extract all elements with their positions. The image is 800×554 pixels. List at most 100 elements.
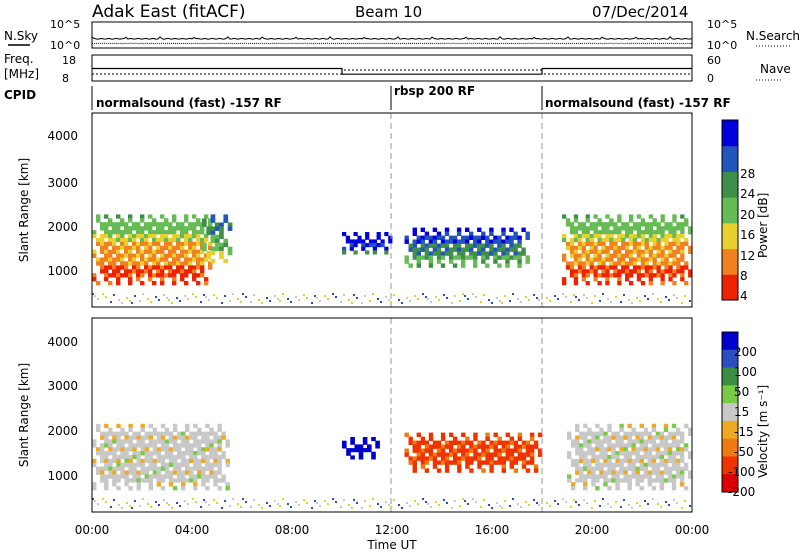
heatmap-cell — [156, 478, 162, 483]
heatmap-cell — [204, 234, 209, 239]
heatmap-cell — [380, 243, 385, 248]
heatmap-cell — [193, 478, 198, 483]
heatmap-cell — [168, 226, 173, 231]
heatmap-cell — [156, 439, 162, 444]
heatmap-cell — [581, 269, 586, 274]
heatmap-cell — [345, 235, 350, 240]
heatmap-cell — [667, 470, 673, 475]
heatmap-speckle — [129, 505, 131, 507]
heatmap-speckle — [438, 504, 440, 506]
heatmap-cell — [152, 458, 158, 464]
heatmap-cell — [436, 440, 442, 445]
heatmap-speckle — [586, 297, 588, 299]
heatmap-cell — [668, 265, 673, 270]
heatmap-cell — [172, 470, 178, 475]
heatmap-cell — [181, 458, 186, 464]
heatmap-cell — [116, 226, 121, 231]
heatmap-cell — [585, 214, 590, 219]
heatmap-cell — [388, 239, 393, 244]
heatmap-cell — [672, 214, 677, 219]
heatmap-speckle — [467, 298, 469, 300]
heatmap-cell — [659, 482, 665, 487]
heatmap-speckle — [385, 501, 387, 503]
heatmap-cell — [120, 245, 125, 251]
heatmap-cell — [197, 447, 202, 452]
heatmap-cell — [509, 452, 514, 457]
heatmap-cell — [644, 222, 649, 227]
heatmap-cell — [210, 258, 216, 264]
heatmap-speckle — [261, 302, 263, 304]
heatmap-cell — [184, 226, 189, 231]
heatmap-cell — [601, 230, 606, 235]
heatmap-cell — [104, 482, 109, 487]
heatmap-cell — [156, 237, 161, 243]
heatmap-cell — [660, 249, 665, 254]
heatmap-cell — [569, 237, 575, 243]
heatmap-cell — [643, 470, 648, 475]
heatmap-cell — [635, 482, 640, 487]
heatmap-cell — [152, 261, 157, 266]
heatmap-speckle — [464, 500, 466, 502]
heatmap-speckle — [121, 507, 123, 509]
heatmap-cell — [623, 447, 628, 452]
heatmap-speckle — [147, 298, 149, 300]
frequency-panel: Freq. [MHz] 18 8 60 0 Nave — [4, 52, 791, 85]
heatmap-cell — [104, 462, 109, 467]
heatmap-cell — [587, 427, 592, 432]
heatmap-speckle — [94, 295, 96, 297]
cpid-mode-2: rbsp 200 RF — [394, 84, 475, 98]
heatmap-speckle — [459, 505, 461, 507]
heatmap-cell — [152, 462, 158, 467]
heatmap-cell — [493, 235, 498, 240]
heatmap-speckle — [454, 295, 456, 297]
heatmap-cell — [663, 478, 669, 483]
velocity-colorbar — [721, 331, 739, 493]
heatmap-cell — [680, 265, 685, 270]
heatmap-cell — [372, 246, 377, 251]
heatmap-cell — [180, 241, 185, 247]
heatmap-cell — [152, 470, 158, 475]
heatmap-cell — [120, 431, 125, 436]
heatmap-cell — [603, 451, 608, 456]
heatmap-cell — [148, 474, 153, 479]
heatmap-cell — [112, 265, 117, 270]
heatmap-speckle — [665, 501, 667, 503]
heatmap-cell — [120, 474, 125, 479]
heatmap-cell — [609, 253, 614, 258]
heatmap-cell — [172, 237, 177, 243]
heatmap-cell — [485, 456, 490, 461]
heatmap-cell — [132, 474, 137, 479]
heatmap-cell — [120, 222, 125, 227]
heatmap-cell — [647, 439, 652, 444]
heatmap-cell — [412, 448, 417, 453]
heatmap-cell — [444, 231, 450, 236]
heatmap-cell — [404, 255, 409, 260]
heatmap-speckle — [483, 294, 485, 296]
heatmap-cell — [104, 277, 109, 282]
heatmap-cell — [160, 234, 165, 239]
heatmap-cell — [104, 234, 109, 239]
heatmap-cell — [644, 241, 649, 247]
heatmap-cell — [529, 456, 535, 461]
heatmap-cell — [132, 462, 137, 467]
heatmap-speckle — [266, 297, 268, 299]
heatmap-cell — [667, 451, 673, 456]
heatmap-cell — [440, 263, 446, 268]
heatmap-cell — [577, 237, 583, 243]
heatmap-cell — [625, 253, 630, 258]
heatmap-cell — [615, 451, 620, 456]
heatmap-cell — [140, 439, 145, 444]
heatmap-cell — [176, 245, 181, 251]
heatmap-cell — [671, 454, 677, 460]
heatmap-cell — [432, 440, 438, 445]
heatmap-speckle — [533, 294, 535, 296]
heatmap-cell — [210, 246, 216, 252]
heatmap-cell — [477, 247, 482, 252]
heatmap-cell — [513, 255, 518, 260]
heatmap-cell — [640, 273, 646, 278]
heatmap-cell — [136, 435, 141, 440]
heatmap-cell — [144, 435, 149, 440]
heatmap-cell — [652, 241, 657, 247]
heatmap-cell — [440, 452, 446, 457]
heatmap-cell — [597, 241, 602, 247]
